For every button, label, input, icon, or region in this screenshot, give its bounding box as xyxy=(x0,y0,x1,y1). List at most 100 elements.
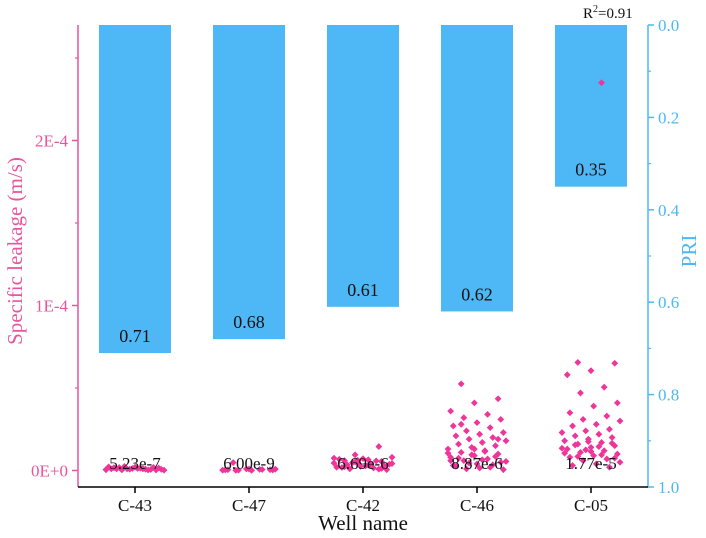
leakage-point xyxy=(121,462,128,470)
leakage-point xyxy=(224,466,232,474)
x-axis-title: Well name xyxy=(318,511,408,535)
leakage-point xyxy=(457,380,465,388)
leakage-point xyxy=(235,466,242,474)
leakage-point xyxy=(271,465,279,473)
leakage-points xyxy=(102,79,624,474)
leakage-point xyxy=(603,412,611,420)
mean-leakage-label: 6.69e-6 xyxy=(337,454,388,473)
leakage-point xyxy=(502,437,510,445)
mean-leakage-label: 5.23e-7 xyxy=(109,454,161,473)
leakage-point xyxy=(606,425,613,433)
leakage-point xyxy=(367,461,375,469)
leakage-point xyxy=(598,451,605,459)
leakage-point xyxy=(457,448,465,456)
leakage-point xyxy=(603,455,611,463)
leakage-point xyxy=(372,457,380,465)
leakage-point xyxy=(478,456,486,464)
leakage-point xyxy=(463,427,470,435)
leakage-point xyxy=(473,419,481,427)
x-tick-label: C-42 xyxy=(346,496,380,515)
value-labels: 0E+0 1E-4 2E-4 0.0 0.2 0.4 0.6 0.8 1.0 C-43 C-47 C-… xyxy=(31,16,680,515)
x-tick-label: C-46 xyxy=(460,496,494,515)
leakage-point xyxy=(457,420,465,428)
pri-bar-c-43 xyxy=(99,25,171,354)
leakage-point xyxy=(359,455,367,463)
leakage-point xyxy=(558,444,566,452)
leakage-point xyxy=(494,395,502,403)
pri-bar-c-05 xyxy=(555,25,627,187)
pri-value-label: 0.61 xyxy=(347,280,379,300)
leakage-point xyxy=(388,453,396,461)
leakage-point xyxy=(142,465,149,473)
pri-bars xyxy=(99,25,627,354)
leakage-point xyxy=(484,455,491,463)
leakage-point xyxy=(587,448,595,455)
leakage-point xyxy=(468,451,476,459)
left-y-axis-title: Specific leakage (m/s) xyxy=(3,157,27,345)
left-tick-label: 2E-4 xyxy=(35,132,69,151)
right-y-axis-title: PRI xyxy=(677,235,701,268)
leakage-point xyxy=(595,443,603,450)
leakage-point xyxy=(600,383,608,391)
leakage-point xyxy=(102,466,110,474)
leakage-point xyxy=(383,466,391,474)
left-tick-label: 1E-4 xyxy=(35,297,69,316)
leakage-point xyxy=(579,415,587,423)
right-tick-label: 0.4 xyxy=(658,201,680,220)
leakage-point xyxy=(592,420,600,428)
leakage-point xyxy=(126,465,134,473)
leakage-point xyxy=(476,430,484,438)
leakage-point xyxy=(341,463,348,471)
x-tick-label: C-47 xyxy=(232,496,267,515)
right-tick-label: 0.0 xyxy=(658,16,679,35)
leakage-point xyxy=(478,439,486,446)
leakage-point xyxy=(452,432,460,440)
mean-leakage-label: 8.87e-6 xyxy=(451,454,502,473)
leakage-point xyxy=(595,430,603,438)
leakage-point xyxy=(499,429,507,436)
leakage-point xyxy=(582,446,590,454)
leakage-point xyxy=(590,402,598,410)
r-squared-value: =0.91 xyxy=(598,6,633,22)
leakage-point xyxy=(611,442,619,450)
pri-bar-c-46 xyxy=(441,25,513,312)
leakage-point xyxy=(229,459,237,466)
leakage-point xyxy=(569,462,576,469)
leakage-point xyxy=(351,451,359,459)
leakage-point xyxy=(447,457,455,464)
leakage-point xyxy=(489,461,497,469)
leakage-point xyxy=(577,389,584,397)
leakage-point xyxy=(455,454,462,462)
x-tick-label: C-05 xyxy=(574,496,608,515)
pri-bar-c-47 xyxy=(213,25,285,340)
leakage-point xyxy=(598,79,605,87)
r-squared-annotation: R2=0.91 xyxy=(583,4,633,22)
leakage-point xyxy=(452,462,460,470)
leakage-point xyxy=(566,409,574,417)
leakage-point xyxy=(248,466,256,474)
r-squared-base: R xyxy=(583,6,593,22)
leakage-point xyxy=(582,427,590,435)
mean-leakage-label: 6.00e-9 xyxy=(223,454,274,473)
leakage-point xyxy=(569,422,576,430)
leakage-point xyxy=(258,466,266,473)
leakage-point xyxy=(584,438,592,446)
leakage-point xyxy=(470,445,478,453)
leakage-point xyxy=(489,434,497,441)
leakage-point xyxy=(571,432,579,440)
leakage-point xyxy=(587,444,595,451)
pri-value-label: 0.35 xyxy=(575,160,607,180)
leakage-point xyxy=(616,458,624,466)
leakage-point xyxy=(455,440,462,448)
leakage-point xyxy=(147,466,155,473)
leakage-point xyxy=(113,465,120,473)
leakage-point xyxy=(497,458,505,466)
leakage-point xyxy=(460,457,468,464)
leakage-point xyxy=(608,434,616,441)
leakage-point xyxy=(481,448,489,455)
pri-value-label: 0.71 xyxy=(119,326,151,346)
leakage-point xyxy=(611,359,619,367)
leakage-point xyxy=(110,464,118,472)
leakage-point xyxy=(105,463,113,471)
